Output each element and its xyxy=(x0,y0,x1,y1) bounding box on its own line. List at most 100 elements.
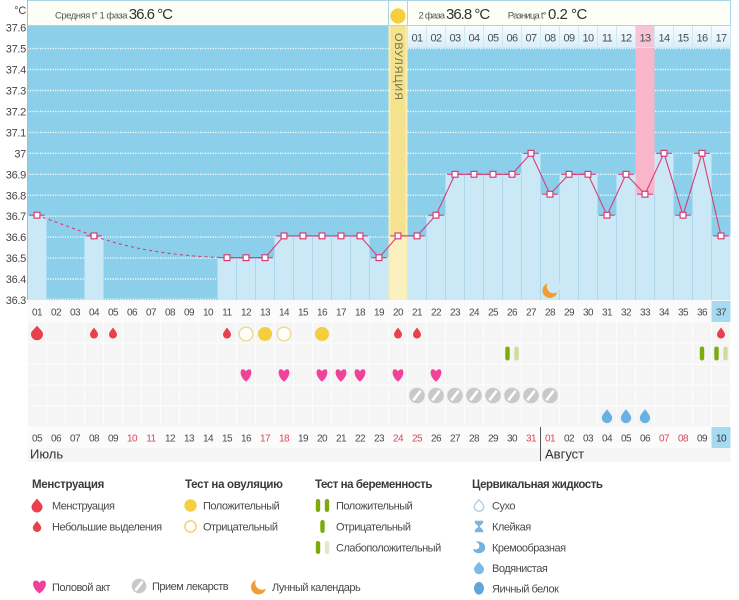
svg-text:Тест на беременность: Тест на беременность xyxy=(315,479,432,491)
svg-text:11: 11 xyxy=(222,308,232,319)
svg-text:06: 06 xyxy=(51,434,62,445)
svg-text:Прием лекарств: Прием лекарств xyxy=(152,581,229,593)
svg-text:Небольшие выделения: Небольшие выделения xyxy=(52,522,162,534)
svg-text:26: 26 xyxy=(431,434,442,445)
svg-text:06: 06 xyxy=(127,308,138,319)
svg-text:02: 02 xyxy=(564,434,575,445)
svg-text:35: 35 xyxy=(678,308,689,319)
svg-text:05: 05 xyxy=(108,308,119,319)
svg-text:11: 11 xyxy=(146,434,156,445)
svg-text:04: 04 xyxy=(89,308,100,319)
svg-text:21: 21 xyxy=(336,434,347,445)
svg-text:07: 07 xyxy=(659,434,670,445)
svg-text:15: 15 xyxy=(222,434,233,445)
svg-text:0.2 °C: 0.2 °C xyxy=(548,6,588,23)
svg-text:01: 01 xyxy=(32,308,43,319)
svg-text:07: 07 xyxy=(146,308,157,319)
svg-text:36.8 °C: 36.8 °C xyxy=(446,6,490,23)
svg-text:Положительный: Положительный xyxy=(203,501,280,513)
svg-text:ОВУЛЯЦИЯ: ОВУЛЯЦИЯ xyxy=(392,33,404,101)
svg-text:03: 03 xyxy=(449,33,461,45)
svg-text:12: 12 xyxy=(620,33,632,45)
svg-text:12: 12 xyxy=(241,308,252,319)
svg-text:09: 09 xyxy=(563,33,575,45)
svg-text:09: 09 xyxy=(108,434,119,445)
svg-text:Август: Август xyxy=(545,447,584,462)
svg-text:25: 25 xyxy=(488,308,499,319)
svg-text:36.4: 36.4 xyxy=(6,274,26,286)
svg-text:24: 24 xyxy=(469,308,480,319)
svg-text:08: 08 xyxy=(89,434,100,445)
svg-text:31: 31 xyxy=(602,308,613,319)
svg-text:03: 03 xyxy=(70,308,81,319)
svg-text:09: 09 xyxy=(184,308,195,319)
svg-text:37: 37 xyxy=(716,308,727,319)
svg-text:Разница t°: Разница t° xyxy=(508,11,547,22)
svg-text:02: 02 xyxy=(430,33,442,45)
svg-text:17: 17 xyxy=(715,33,727,45)
svg-text:37: 37 xyxy=(14,148,26,160)
svg-text:18: 18 xyxy=(355,308,366,319)
svg-text:01: 01 xyxy=(545,434,556,445)
svg-text:15: 15 xyxy=(298,308,309,319)
svg-text:02: 02 xyxy=(51,308,62,319)
svg-text:27: 27 xyxy=(526,308,537,319)
svg-text:18: 18 xyxy=(279,434,290,445)
svg-text:08: 08 xyxy=(678,434,689,445)
svg-text:14: 14 xyxy=(658,33,670,45)
svg-text:16: 16 xyxy=(696,33,708,45)
svg-text:07: 07 xyxy=(525,33,537,45)
svg-text:16: 16 xyxy=(241,434,252,445)
svg-text:19: 19 xyxy=(374,308,385,319)
svg-text:Кремообразная: Кремообразная xyxy=(492,543,566,555)
svg-text:21: 21 xyxy=(412,308,423,319)
svg-text:23: 23 xyxy=(374,434,385,445)
svg-text:31: 31 xyxy=(526,434,537,445)
svg-text:08: 08 xyxy=(165,308,176,319)
svg-text:30: 30 xyxy=(507,434,518,445)
svg-text:13: 13 xyxy=(184,434,195,445)
svg-text:29: 29 xyxy=(488,434,499,445)
svg-text:28: 28 xyxy=(469,434,480,445)
svg-text:Цервикальная жидкость: Цервикальная жидкость xyxy=(472,479,603,491)
svg-text:36.9: 36.9 xyxy=(6,169,26,181)
svg-text:22: 22 xyxy=(431,308,442,319)
svg-text:37.2: 37.2 xyxy=(6,106,26,118)
svg-text:26: 26 xyxy=(507,308,518,319)
svg-text:11: 11 xyxy=(602,33,613,45)
svg-text:10: 10 xyxy=(127,434,138,445)
svg-text:36.3: 36.3 xyxy=(6,295,26,307)
svg-text:Водянистая: Водянистая xyxy=(492,563,548,575)
svg-text:Тест на овуляцию: Тест на овуляцию xyxy=(185,479,283,491)
svg-text:15: 15 xyxy=(677,33,689,45)
svg-text:01: 01 xyxy=(411,33,423,45)
svg-text:2 фаза: 2 фаза xyxy=(419,11,446,22)
svg-text:24: 24 xyxy=(393,434,404,445)
svg-text:10: 10 xyxy=(203,308,214,319)
svg-text:34: 34 xyxy=(659,308,670,319)
svg-text:36.5: 36.5 xyxy=(6,253,26,265)
svg-text:33: 33 xyxy=(640,308,651,319)
svg-text:Яичный белок: Яичный белок xyxy=(492,583,559,595)
svg-text:13: 13 xyxy=(639,33,651,45)
svg-text:09: 09 xyxy=(697,434,708,445)
svg-text:06: 06 xyxy=(506,33,518,45)
svg-text:19: 19 xyxy=(298,434,309,445)
svg-text:Положительный: Положительный xyxy=(336,501,413,513)
svg-text:05: 05 xyxy=(487,33,499,45)
svg-text:Лунный календарь: Лунный календарь xyxy=(272,582,361,594)
svg-text:29: 29 xyxy=(564,308,575,319)
svg-text:25: 25 xyxy=(412,434,423,445)
svg-text:06: 06 xyxy=(640,434,651,445)
svg-text:Отрицательный: Отрицательный xyxy=(336,522,411,534)
svg-text:17: 17 xyxy=(260,434,271,445)
svg-text:20: 20 xyxy=(317,434,328,445)
svg-text:37.6: 37.6 xyxy=(6,23,26,35)
svg-text:23: 23 xyxy=(450,308,461,319)
svg-text:Половой акт: Половой акт xyxy=(52,582,111,594)
svg-text:07: 07 xyxy=(70,434,81,445)
svg-text:08: 08 xyxy=(544,33,556,45)
svg-text:37.5: 37.5 xyxy=(6,44,26,56)
svg-text:22: 22 xyxy=(355,434,366,445)
svg-text:20: 20 xyxy=(393,308,404,319)
